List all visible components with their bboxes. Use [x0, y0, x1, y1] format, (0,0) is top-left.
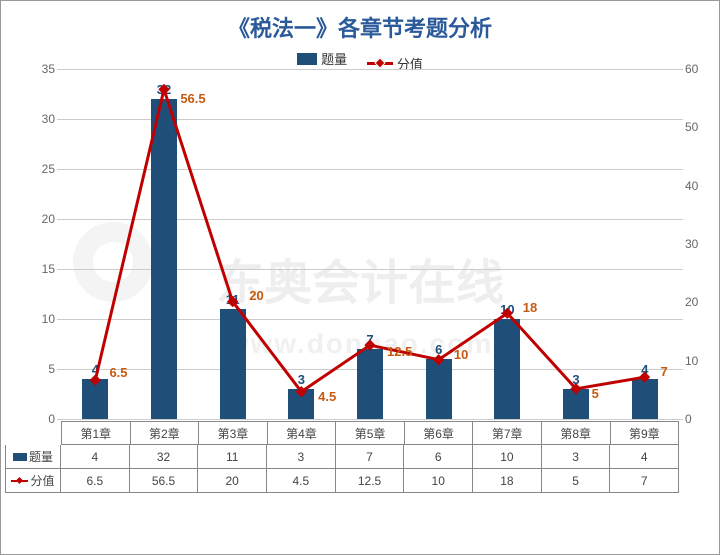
y-left-tick: 35 [27, 62, 55, 76]
legend-bar-label: 题量 [321, 49, 347, 68]
data-row-bar-head: 题量 [5, 445, 61, 469]
line-value-label: 4.5 [318, 389, 336, 404]
chart-title: 《税法一》各章节考题分析 [1, 1, 719, 43]
table-cell: 32 [130, 445, 199, 468]
line-icon [11, 478, 28, 483]
y-left-tick: 25 [27, 162, 55, 176]
y-left-tick: 30 [27, 112, 55, 126]
category-axis-row: 第1章第2章第3章第4章第5章第6章第7章第8章第9章 [61, 421, 679, 445]
y-left-tick: 10 [27, 312, 55, 326]
line-value-label: 10 [454, 347, 468, 362]
bar-icon [13, 453, 27, 461]
line-value-label: 7 [661, 364, 668, 379]
table-cell: 3 [542, 445, 611, 468]
chart-container: 东奥会计在线 www.dongao.com 《税法一》各章节考题分析 题量 分值… [0, 0, 720, 555]
y-right-tick: 0 [685, 412, 709, 426]
y-left-tick: 5 [27, 362, 55, 376]
line-value-label: 56.5 [180, 91, 205, 106]
table-cell: 7 [336, 445, 405, 468]
data-row-line: 分值 6.556.5204.512.5101857 [5, 469, 679, 493]
table-cell: 4 [61, 445, 130, 468]
category-cell: 第8章 [542, 422, 611, 444]
line-value-label: 20 [249, 288, 263, 303]
y-right-tick: 20 [685, 295, 709, 309]
line-value-label: 18 [523, 300, 537, 315]
table-cell: 4 [610, 445, 678, 468]
data-row-line-head: 分值 [5, 469, 61, 493]
y-left-tick: 15 [27, 262, 55, 276]
table-cell: 56.5 [130, 469, 199, 492]
grid-line [57, 419, 683, 420]
y-left-tick: 0 [27, 412, 55, 426]
category-cell: 第5章 [336, 422, 405, 444]
table-cell: 20 [198, 469, 267, 492]
table-cell: 18 [473, 469, 542, 492]
category-cell: 第7章 [473, 422, 542, 444]
legend-line-swatch [367, 59, 393, 67]
table-cell: 6 [404, 445, 473, 468]
y-right-tick: 10 [685, 354, 709, 368]
data-row-line-label: 分值 [30, 472, 54, 489]
category-cell: 第4章 [268, 422, 337, 444]
y-right-tick: 30 [685, 237, 709, 251]
table-cell: 3 [267, 445, 336, 468]
table-cell: 4.5 [267, 469, 336, 492]
category-cell: 第9章 [611, 422, 679, 444]
category-cell: 第6章 [405, 422, 474, 444]
category-cell: 第3章 [199, 422, 268, 444]
table-cell: 10 [473, 445, 542, 468]
data-row-bar: 题量 432113761034 [5, 445, 679, 469]
line-value-label: 6.5 [109, 365, 127, 380]
category-cell: 第1章 [62, 422, 131, 444]
data-row-bar-label: 题量 [29, 448, 53, 465]
table-cell: 11 [198, 445, 267, 468]
line-series [61, 69, 679, 418]
legend-item-bar: 题量 [297, 49, 347, 68]
line-value-label: 5 [592, 386, 599, 401]
y-left-tick: 20 [27, 212, 55, 226]
plot-area: 0510152025303501020304050604321137610346… [61, 69, 679, 419]
table-cell: 12.5 [336, 469, 405, 492]
table-cell: 7 [610, 469, 678, 492]
y-right-tick: 50 [685, 120, 709, 134]
legend-bar-swatch [297, 53, 317, 65]
line-value-label: 12.5 [387, 344, 412, 359]
y-right-tick: 60 [685, 62, 709, 76]
table-cell: 6.5 [61, 469, 130, 492]
table-cell: 10 [404, 469, 473, 492]
category-cell: 第2章 [131, 422, 200, 444]
y-right-tick: 40 [685, 179, 709, 193]
table-cell: 5 [542, 469, 611, 492]
